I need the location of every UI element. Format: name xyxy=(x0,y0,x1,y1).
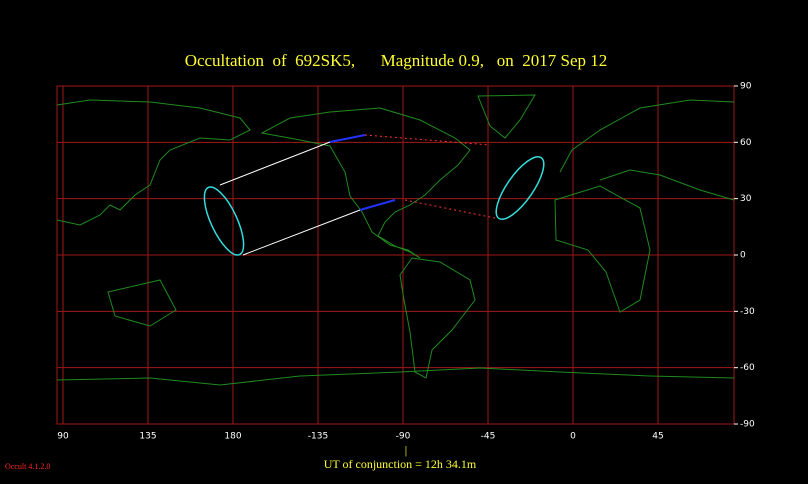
africa xyxy=(554,185,651,313)
x-tick-label: -90 xyxy=(396,432,411,442)
path-limit-north xyxy=(219,141,331,186)
x-tick-label: 90 xyxy=(57,432,69,442)
y-tick-label: 30 xyxy=(740,194,752,204)
x-tick-label: -45 xyxy=(481,432,496,442)
asia xyxy=(56,99,251,226)
version: Occult 4.1.2.0 xyxy=(5,462,50,471)
x-tick-label: 0 xyxy=(570,432,576,442)
occultation-path xyxy=(203,134,545,256)
conjunction-marker: | xyxy=(405,443,407,457)
conjunction-time: UT of conjunction = 12h 34.1m xyxy=(324,457,477,471)
title: Occultation of 692SK5, Magnitude 0.9, on… xyxy=(185,51,608,70)
path-limit-south-night xyxy=(359,199,396,211)
path-limit-north-extension xyxy=(364,134,491,146)
y-tick-label: -90 xyxy=(740,420,755,430)
y-tick-label: -60 xyxy=(740,363,755,373)
x-tick-label: 180 xyxy=(224,432,241,442)
coastlines xyxy=(56,94,735,386)
sunrise-curve xyxy=(203,186,245,256)
y-tick-label: 0 xyxy=(740,251,746,261)
greenland xyxy=(477,94,536,139)
path-limit-south xyxy=(242,209,361,256)
grid: 90 135 180 -135 -90 -45 0 45 90 60 30 0 -30 -60 -90 xyxy=(56,81,755,442)
x-tick-label: 45 xyxy=(652,432,663,442)
x-tick-label: -135 xyxy=(308,432,328,442)
y-tick-label: 90 xyxy=(740,81,752,91)
eurasia xyxy=(559,99,735,201)
sunset-curve xyxy=(495,156,545,220)
south-america xyxy=(399,257,476,379)
y-tick-label: 60 xyxy=(740,138,752,148)
path-limit-north-night xyxy=(329,134,366,143)
y-tick-label: -30 xyxy=(740,307,755,317)
antarctica xyxy=(56,367,735,386)
x-tick-label: 135 xyxy=(139,432,156,442)
path-limit-south-extension xyxy=(404,199,496,219)
north-america xyxy=(260,107,471,259)
australia xyxy=(107,279,177,327)
